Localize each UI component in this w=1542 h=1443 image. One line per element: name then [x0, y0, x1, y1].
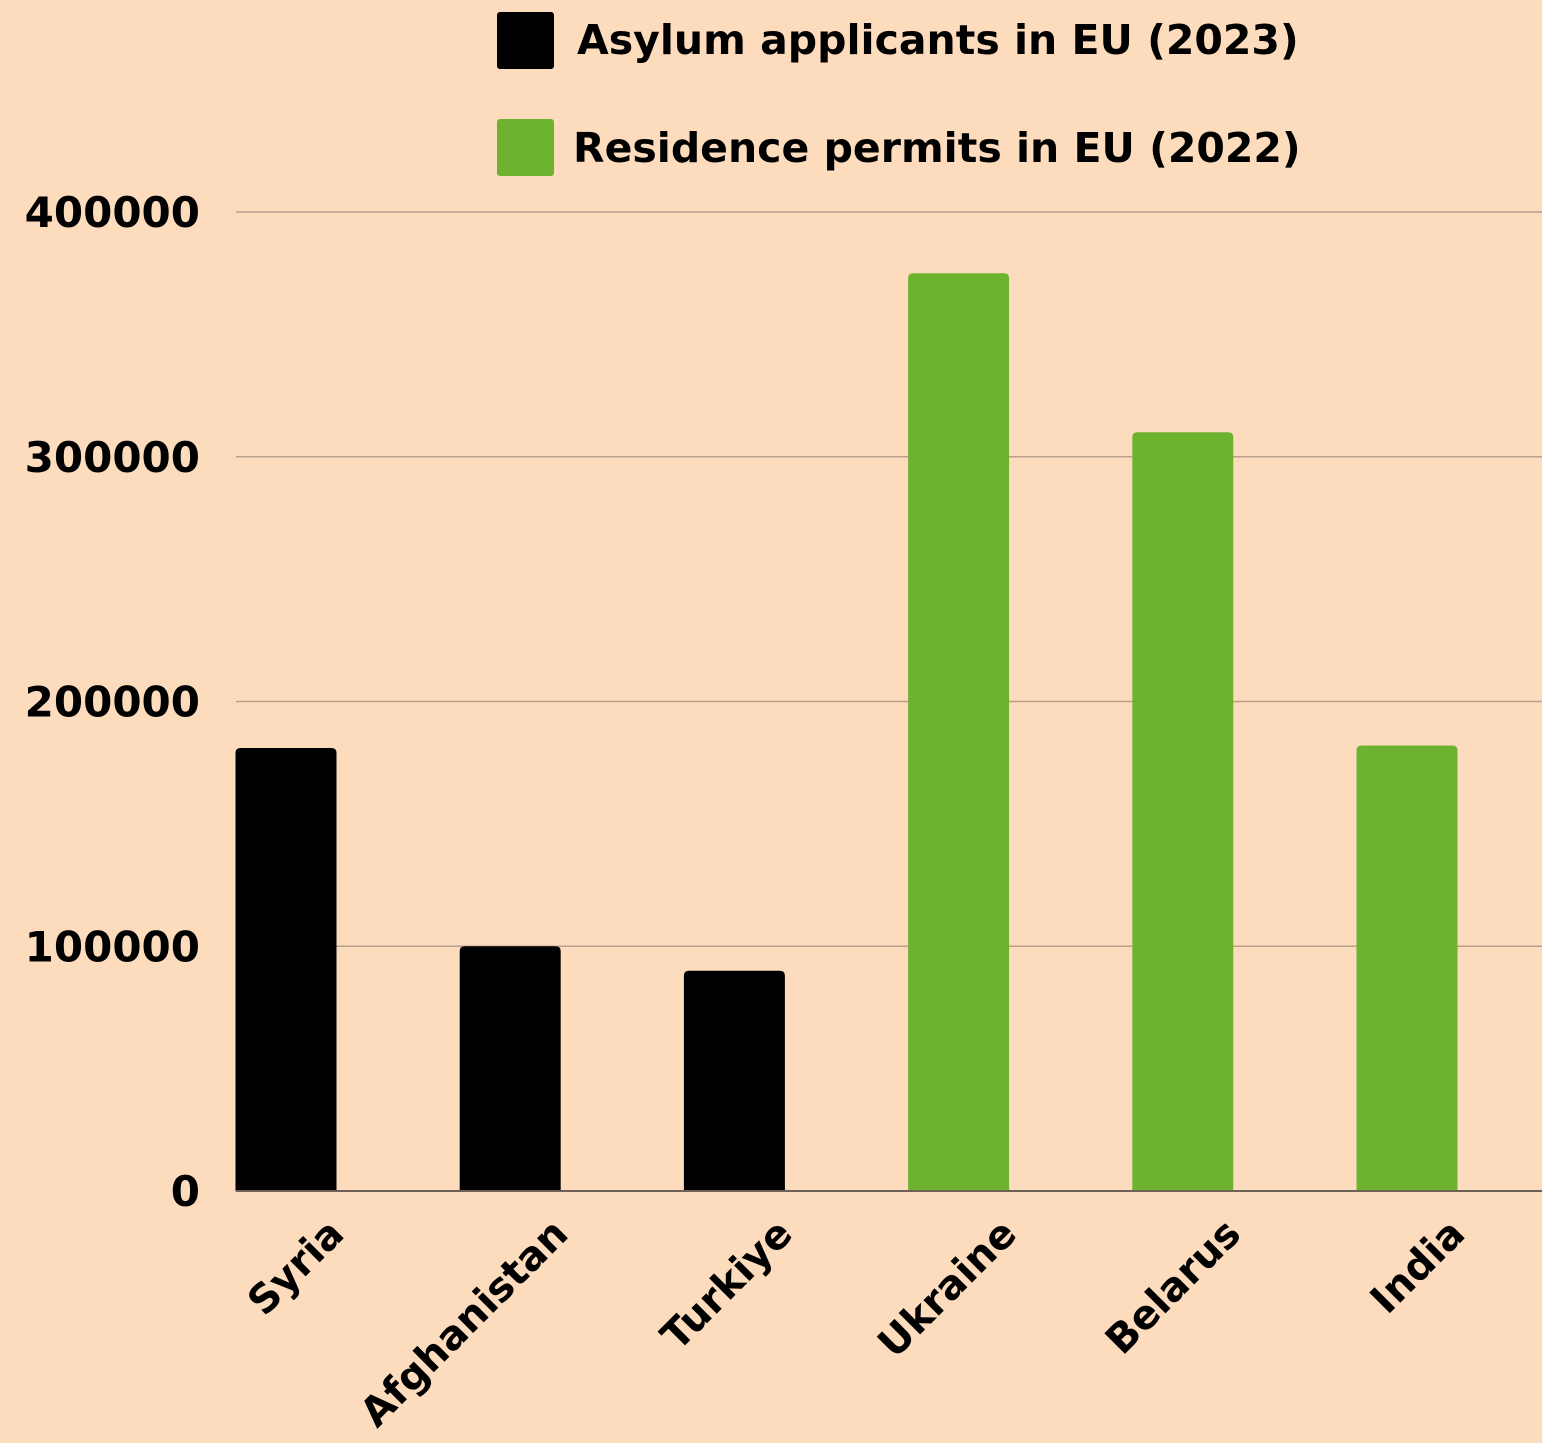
x-tick-label-belarus: Belarus — [1097, 1211, 1250, 1364]
legend: Asylum applicants in EU (2023) Residence… — [497, 12, 1301, 176]
bar-syria — [235, 748, 337, 1191]
x-tick-label-india: India — [1362, 1211, 1474, 1323]
legend-label-asylum: Asylum applicants in EU (2023) — [577, 16, 1299, 64]
y-tick-label: 400000 — [25, 188, 200, 237]
legend-label-residence: Residence permits in EU (2022) — [573, 124, 1301, 172]
bar-ukraine — [908, 273, 1010, 1191]
bar-belarus — [1132, 432, 1234, 1191]
y-tick-label: 100000 — [25, 922, 200, 971]
y-tick-label: 200000 — [25, 678, 200, 727]
x-tick-label-turkiye: Turkiye — [653, 1211, 802, 1360]
bar-afghanistan — [459, 946, 561, 1191]
x-tick-label-ukraine: Ukraine — [869, 1211, 1025, 1367]
y-tick-label: 300000 — [25, 433, 200, 482]
legend-swatch-residence — [497, 119, 554, 176]
x-tick-label-afghanistan: Afghanistan — [352, 1211, 578, 1437]
bars — [235, 273, 1458, 1191]
y-axis-ticks: 0 100000 200000 300000 400000 — [25, 188, 200, 1216]
gridlines — [236, 211, 1542, 947]
x-tick-label-syria: Syria — [239, 1211, 353, 1325]
bar-india — [1356, 745, 1458, 1191]
bar-turkiye — [683, 970, 785, 1191]
legend-swatch-asylum — [497, 12, 554, 69]
y-tick-label: 0 — [171, 1167, 200, 1216]
